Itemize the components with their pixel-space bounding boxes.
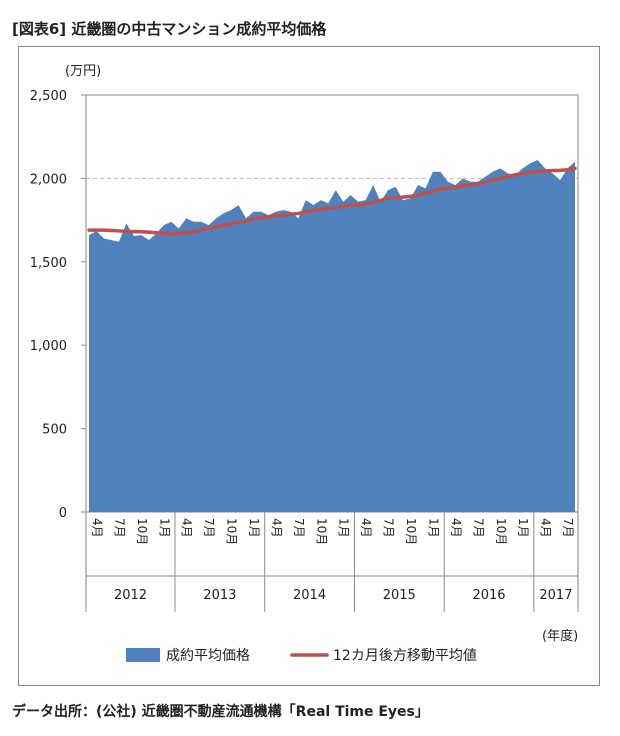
legend-label-line: 12カ月後方移動平均値 <box>333 648 477 664</box>
x-month-label: 1月 <box>157 518 171 538</box>
series-area-price <box>89 160 575 513</box>
series-line-moving-average <box>87 166 577 236</box>
year-label: 2013 <box>203 588 236 603</box>
chart-frame: 0 500 1,000 1,500 2,000 2,500 (万円) 4月 7月 10月 1月 4月 7… <box>18 46 600 686</box>
year-label: 2012 <box>114 588 147 603</box>
x-unit-label: (年度) <box>542 628 578 644</box>
year-label: 2014 <box>293 588 326 603</box>
x-month-label: 7月 <box>202 518 216 538</box>
chart-svg: 0 500 1,000 1,500 2,000 2,500 (万円) 4月 7月 10月 1月 4月 7… <box>30 64 579 664</box>
x-month-label: 7月 <box>382 518 396 538</box>
x-month-label: 4月 <box>180 518 194 538</box>
figure-title: [図表6] 近畿圏の中古マンション成約平均価格 <box>12 20 327 38</box>
x-month-label: 1月 <box>247 518 261 538</box>
x-month-label: 10月 <box>494 518 508 545</box>
x-month-label: 7月 <box>292 518 306 538</box>
year-label: 2017 <box>539 588 572 603</box>
x-month-label: 4月 <box>359 518 373 538</box>
y-tick-label: 0 <box>59 506 67 521</box>
x-month-label: 4月 <box>539 518 553 538</box>
x-month-label: 10月 <box>225 518 239 545</box>
y-tick-label: 2,500 <box>30 89 67 104</box>
y-tick-label: 500 <box>42 423 67 438</box>
year-label: 2016 <box>472 588 505 603</box>
x-month-label: 4月 <box>269 518 283 538</box>
x-month-label: 7月 <box>112 518 126 538</box>
y-tick-label: 1,000 <box>30 339 67 354</box>
x-month-label: 4月 <box>90 518 104 538</box>
x-month-label: 7月 <box>471 518 485 538</box>
x-month-label: 1月 <box>426 518 440 538</box>
x-month-label: 1月 <box>337 518 351 538</box>
x-month-label: 10月 <box>314 518 328 545</box>
y-unit-label: (万円) <box>65 64 101 79</box>
x-month-label: 10月 <box>404 518 418 545</box>
x-month-label: 7月 <box>561 518 575 538</box>
year-label: 2015 <box>383 588 416 603</box>
x-month-label: 10月 <box>135 518 149 545</box>
x-month-label: 1月 <box>516 518 530 538</box>
x-month-label: 4月 <box>449 518 463 538</box>
y-tick-label: 2,000 <box>30 172 67 187</box>
source-note: データ出所：(公社) 近畿圏不動産流通機構「Real Time Eyes」 <box>12 704 429 720</box>
legend-label-area: 成約平均価格 <box>166 648 250 664</box>
y-tick-label: 1,500 <box>30 256 67 271</box>
legend-swatch-area <box>126 648 160 662</box>
